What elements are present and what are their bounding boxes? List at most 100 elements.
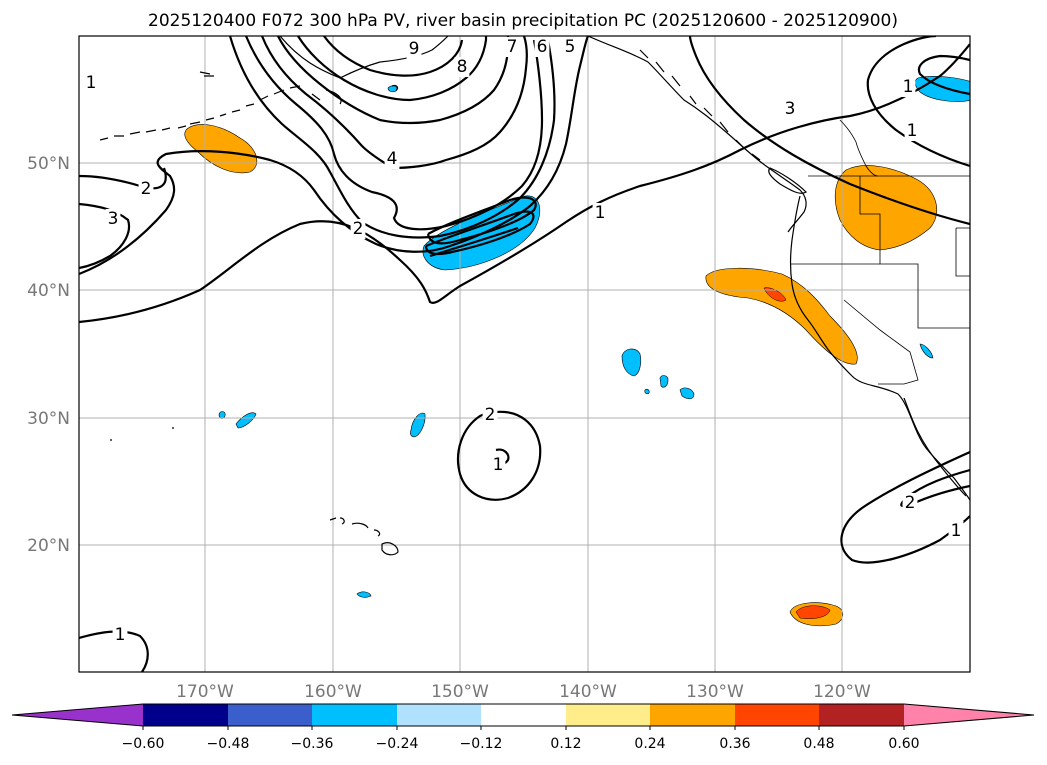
contour-label: 1	[951, 521, 962, 541]
contour-label: 2	[141, 179, 152, 199]
colorbar-swatch	[397, 704, 481, 726]
precip-area-blue	[679, 387, 695, 400]
pv-contour-line	[79, 43, 970, 324]
contour-label: 1	[115, 625, 126, 645]
lat-label: 40°N	[27, 281, 70, 301]
pv-contour-line	[323, 36, 464, 77]
colorbar-swatch	[650, 704, 735, 726]
lon-label: 160°W	[304, 682, 362, 702]
contour-label: 2	[905, 493, 916, 513]
contour-label: 4	[387, 149, 398, 169]
precip-area-blue	[621, 348, 642, 377]
precip-area-blue	[356, 591, 372, 598]
colorbar-tick-label: −0.36	[291, 736, 334, 752]
contour-label-halo	[83, 73, 99, 93]
contour-label-halo	[904, 121, 920, 141]
pv-contour-line	[840, 450, 970, 564]
pv-contour-line	[900, 468, 970, 508]
lat-label: 20°N	[27, 536, 70, 556]
colorbar-swatch	[228, 704, 312, 726]
contour-label: 7	[507, 37, 518, 57]
pv-contour-line	[79, 36, 590, 276]
map-area	[79, 36, 970, 672]
contour-label: 1	[493, 455, 504, 475]
precip-positive-areas	[184, 124, 937, 627]
contour-label-halo	[534, 37, 550, 57]
contour-label: 1	[903, 77, 914, 97]
precip-area-blue	[914, 76, 970, 102]
pv-contour-line	[260, 36, 528, 170]
colorbar-tick-label: −0.48	[207, 736, 250, 752]
contour-label-halo	[490, 455, 506, 475]
precip-area-orange	[834, 165, 937, 251]
colorbar-swatch	[312, 704, 397, 726]
contour-label-halo	[454, 57, 470, 77]
longitude-labels: 170°W 160°W 150°W 140°W 130°W 120°W	[176, 682, 871, 702]
contour-label: 5	[565, 37, 576, 57]
pv-contour-line	[297, 36, 488, 102]
pv-contour-line	[228, 36, 556, 239]
colorbar-tick-label: 0.12	[550, 736, 581, 752]
contour-label: 3	[785, 99, 796, 119]
pv-contour-line	[866, 36, 970, 168]
contour-label: 1	[907, 121, 918, 141]
contour-label-halo	[482, 405, 498, 425]
latitude-labels: 50°N 40°N 30°N 20°N	[27, 154, 70, 556]
precip-area-red	[763, 287, 787, 302]
lon-label: 170°W	[176, 682, 234, 702]
colorbar-tick-label: 0.24	[634, 736, 665, 752]
pv-contour-line	[244, 36, 544, 231]
colorbar-tick-label: 0.48	[803, 736, 834, 752]
colorbar-tick-label: 0.36	[719, 736, 750, 752]
colorbar-swatch	[143, 704, 228, 726]
pv-contour-line	[426, 196, 537, 245]
pv-contour-line	[917, 54, 970, 96]
precip-area-blue	[387, 85, 398, 93]
colorbar-tick-label: −0.60	[122, 736, 165, 752]
precip-area-blue	[919, 343, 934, 359]
contour-label-halo	[384, 149, 400, 169]
contour-label: 1	[595, 203, 606, 223]
pv-contour-line	[456, 410, 542, 501]
lon-label: 130°W	[686, 682, 744, 702]
colorbar: −0.60 −0.48 −0.36 −0.24 −0.12 0.12 0.24 …	[11, 703, 1035, 752]
precip-area-red	[795, 605, 831, 619]
contour-label: 2	[485, 405, 496, 425]
contour-label-halo	[138, 179, 154, 199]
colorbar-tick-label: −0.24	[376, 736, 419, 752]
precip-area-orange	[705, 267, 858, 365]
colorbar-swatch	[735, 704, 819, 726]
precip-area-blue	[644, 388, 650, 395]
colorbar-swatch	[819, 704, 904, 726]
colorbar-ticks	[142, 726, 905, 730]
lat-label: 30°N	[27, 409, 70, 429]
lon-label: 140°W	[559, 682, 617, 702]
map-frame	[78, 35, 971, 673]
precip-area-blue	[218, 411, 226, 419]
figure-title: 2025120400 F072 300 hPa PV, river basin …	[148, 11, 898, 31]
contour-label: 9	[409, 39, 420, 59]
pv-contour-line	[277, 36, 510, 125]
contour-label-halo	[504, 37, 520, 57]
contour-label-halo	[782, 99, 798, 119]
contour-label-halo	[592, 203, 608, 223]
lon-label: 120°W	[813, 682, 871, 702]
contour-label-halo	[562, 37, 578, 57]
contour-label: 6	[537, 37, 548, 57]
pv-contour-line	[79, 202, 131, 270]
contour-label-halo	[105, 209, 121, 229]
colorbar-tick-label: −0.12	[460, 736, 503, 752]
colorbar-over-arrow	[904, 704, 1034, 726]
colorbar-swatch	[566, 704, 650, 726]
lon-label: 150°W	[431, 682, 489, 702]
contour-label: 3	[108, 209, 119, 229]
pv-contours	[79, 36, 970, 672]
pv-contour-line	[424, 210, 535, 256]
contour-label-halo	[902, 493, 918, 513]
precip-area-blue	[410, 412, 426, 438]
contour-label-halo	[112, 625, 128, 645]
pv-contour-line	[429, 226, 519, 258]
colorbar-tick-label: 0.60	[888, 736, 919, 752]
contour-label: 1	[86, 73, 97, 93]
